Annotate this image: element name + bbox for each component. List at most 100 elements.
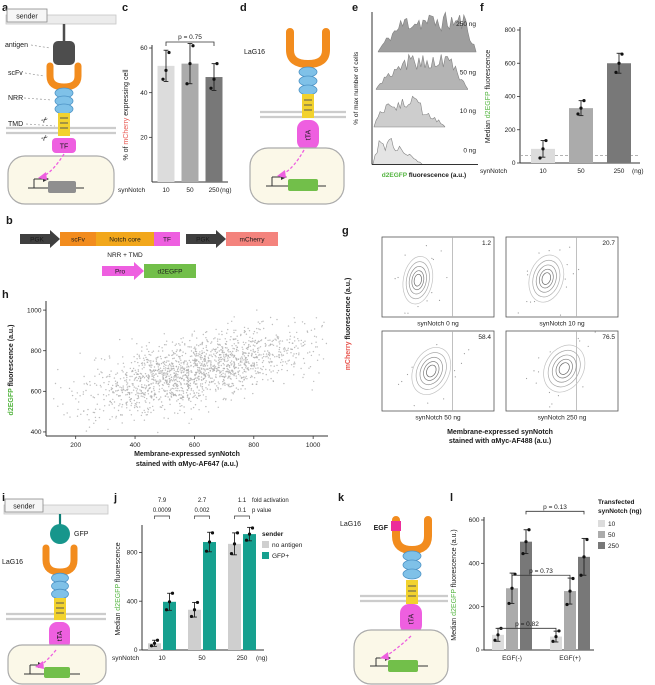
scatter-point <box>252 333 255 335</box>
scatter-point <box>148 341 150 344</box>
p-value: p = 0.75 <box>178 34 202 41</box>
scatter-point <box>147 411 149 413</box>
scatter-point <box>253 340 255 342</box>
scatter-point <box>280 361 282 364</box>
scatter-point <box>231 320 233 322</box>
data-point <box>557 629 561 633</box>
scatter-point <box>183 379 185 382</box>
scatter-point <box>186 366 188 368</box>
scatter-point <box>163 360 166 363</box>
scatter-point <box>248 343 250 346</box>
scatter-point <box>225 399 227 401</box>
scatter-point <box>220 364 222 367</box>
scatter-point <box>158 345 160 348</box>
histogram-curve <box>373 95 446 128</box>
nrr-oval <box>298 84 318 96</box>
scatter-point <box>189 377 191 379</box>
scatter-point <box>222 384 224 386</box>
scatter-point <box>218 364 220 367</box>
scatter-point <box>251 353 253 355</box>
scatter-point <box>210 360 212 362</box>
scatter-point <box>258 353 260 356</box>
scatter-point <box>227 357 229 359</box>
scatter-point <box>174 352 176 355</box>
scatter-point <box>182 371 184 374</box>
scatter-point <box>179 405 181 407</box>
scatter-point <box>225 375 227 377</box>
scatter-point <box>210 365 212 367</box>
scatter-point <box>152 382 154 384</box>
scatter-point <box>226 360 228 363</box>
scatter-point <box>259 346 262 348</box>
scatter-point <box>112 390 114 393</box>
scatter-point <box>150 354 152 356</box>
p-bracket <box>497 627 557 632</box>
scatter-point <box>120 387 123 389</box>
scatter-point <box>240 333 242 336</box>
scatter-point <box>201 383 204 385</box>
scatter-point <box>159 379 161 381</box>
bar <box>520 541 532 650</box>
contour-ring <box>423 361 440 381</box>
scatter-point <box>249 340 252 343</box>
scatter-point <box>223 354 225 356</box>
x-category-label: 10 <box>162 187 170 194</box>
scatter-point <box>150 372 152 374</box>
scatter-point <box>210 361 212 363</box>
label-part: Median <box>115 611 122 636</box>
scatter-point <box>193 347 195 350</box>
scatter-point <box>267 339 269 342</box>
scatter-point <box>109 375 111 378</box>
scatter-point <box>232 347 234 350</box>
scatter-point <box>189 361 192 363</box>
scatter-point <box>227 377 229 379</box>
panel-letter-k: k <box>338 492 345 504</box>
tta-domain <box>297 120 319 150</box>
scatter-point <box>243 352 245 354</box>
scatter-point <box>198 360 200 363</box>
x-axis-suffix: (ng) <box>220 187 232 194</box>
scatter-point <box>198 395 200 397</box>
scatter-point <box>170 392 172 395</box>
scatter-point <box>121 422 123 424</box>
scatter-point <box>253 362 255 364</box>
scatter-point <box>300 343 302 345</box>
scatter-point <box>263 327 265 330</box>
legend-label: 50 <box>608 532 616 539</box>
data-point <box>521 551 525 556</box>
scatter-point <box>260 340 262 342</box>
scatter-point <box>103 398 105 401</box>
scatter-point <box>217 369 220 371</box>
scatter-point <box>190 364 192 367</box>
scatter-point <box>140 377 142 379</box>
antigen-body <box>53 41 75 65</box>
scatter-point <box>215 376 217 378</box>
scatter-point <box>224 373 226 375</box>
scatter-point <box>105 376 108 378</box>
scatter-point <box>178 393 181 396</box>
scatter-point <box>197 366 199 369</box>
scatter-point <box>60 387 62 389</box>
scatter-point <box>199 362 201 364</box>
scatter-point <box>121 403 124 406</box>
scatter-point <box>228 370 230 373</box>
scatter-point <box>163 389 165 391</box>
scatter-point <box>294 363 296 365</box>
scatter-point <box>221 375 223 378</box>
y-tick-label: 20 <box>140 135 148 142</box>
contour-blob <box>394 244 448 314</box>
outlier-dot <box>557 395 560 397</box>
scatter-point <box>213 364 216 366</box>
scatter-point <box>158 364 161 366</box>
scatter-point <box>242 348 244 350</box>
scatter-point <box>278 356 281 359</box>
scatter-point <box>207 411 210 413</box>
scatter-point <box>215 352 218 354</box>
scatter-point <box>163 365 165 367</box>
y-tick-label: 400 <box>127 598 138 605</box>
scatter-point <box>158 391 160 393</box>
outlier-dot <box>436 343 438 346</box>
scatter-point <box>240 376 243 379</box>
scatter-point <box>100 358 103 360</box>
scatter-point <box>225 355 227 357</box>
